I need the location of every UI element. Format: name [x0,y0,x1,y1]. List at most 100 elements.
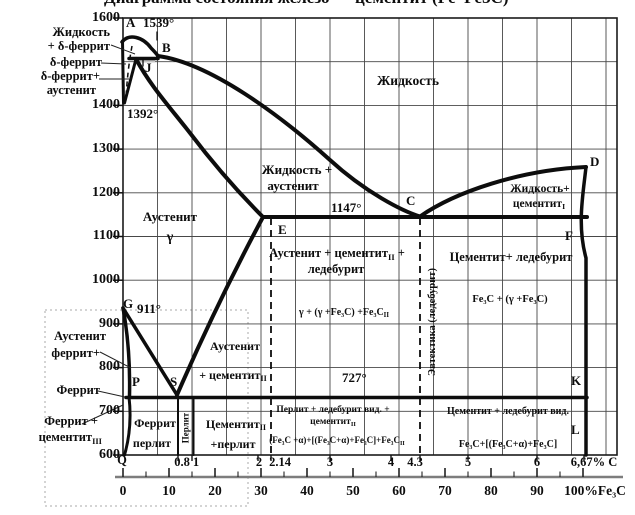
fe3c-tick-10: 10 [162,483,176,498]
line-GS [121,306,179,397]
fe3c-tick-40: 40 [300,483,314,498]
region-austenite-cementite-ledeburite-l1: Аустенит + цементитII + [269,246,405,262]
y-axis-ticks [113,17,123,456]
outside-ferrite-cementite3-l1: Феррит + [44,414,98,428]
formula-cementite-ledeburite: Fe₃C + (γ +Fe₃C) [472,294,548,305]
fe3c-tick-20: 20 [208,483,222,498]
phase-boundaries [120,31,589,457]
x-tick-2.14: 2.14 [269,455,291,469]
line-SE [175,215,265,397]
peritectic-shading [134,59,155,63]
subscript-II: II [383,312,389,320]
temp-1539: 1539° [143,15,175,30]
y-tick-700: 700 [99,403,120,418]
point-B: B [162,40,171,55]
x-tick-4.3: 4.3 [407,455,423,469]
liquidus-CD [418,165,588,219]
x-tick-6.67: 6,67% C [570,455,618,469]
formula-gamma-region: γ + (γ +Fe₃C) +Fe₃CII [299,307,389,320]
fe3c-tick-60: 60 [392,483,406,498]
outside-delta-ferrite-austenite-l2: аустенит [46,83,96,97]
fe3c-tick-90: 90 [530,483,544,498]
point-P: P [132,374,140,389]
outside-delta-ferrite: δ-феррит [49,55,102,69]
cropped-title-strip: Диаграмма состояния железо — цементит (F… [98,0,548,9]
label-pearlite-strip-vertical: Перлит [180,412,191,444]
subscript-I: I [562,202,566,212]
outside-liquid-delta-l1: Жидкость [52,25,110,39]
line-PQ [123,395,132,457]
leader-lines [81,44,136,425]
outside-austenite-ferrite-l1: Аустенит [53,329,106,343]
region-pearlite-ledeburite-l2: цементитII [310,417,356,428]
x-tick-4: 4 [387,455,395,469]
fe3c-tick-0: 0 [119,483,127,498]
region-pearlite-ledeburite-l1: Перлит + ледебурит вид. + [276,405,390,415]
label-eutectic-ledeburite-vertical: Эвтектика (ледебурит) [426,268,438,376]
region-cementite2-pearlite-l1: ЦементитII [205,417,267,433]
dashed-composition-lines [270,218,421,455]
line-GP [121,306,132,398]
point-L: L [571,422,580,437]
subscript-II: II [399,440,405,447]
temp-727: 727° [342,370,367,385]
x-tick-0.8: 0.8 [174,455,190,469]
point-K: K [571,373,582,388]
region-liquid: Жидкость [376,73,440,88]
temp-911: 911° [137,301,161,316]
subscript-II: II [260,374,267,384]
y-tick-1200: 1200 [92,185,120,200]
y-tick-1600: 1600 [92,10,120,25]
fe3c-tick-50: 50 [346,483,360,498]
dotted-frame [44,309,249,507]
outside-austenite-ferrite-l2: феррит+ [51,346,100,360]
temp-1147: 1147° [331,200,362,215]
point-A: A [126,15,136,30]
subscript-II: II [388,251,395,262]
outside-ferrite-cementite3-l2: цементитIII [38,430,102,446]
subscript-II: II [259,423,267,433]
fe3c-tick-70: 70 [438,483,452,498]
fe3c-axis [115,468,623,479]
region-cementite2-pearlite-l2: +перлит [210,437,256,451]
subscript-II: II [350,420,356,428]
point-G: G [123,296,134,311]
x-tick-3: 3 [326,455,334,469]
x-tick-Q: Q [117,453,127,467]
region-austenite-cementite2-l2: + цементитII [199,368,267,384]
fe3c-tick-30: 30 [254,483,268,498]
line-DFKL [579,165,588,457]
solidus-JE [134,57,265,219]
x-tick-1: 1 [192,455,200,469]
liquidus-AB [120,35,160,58]
y-tick-1400: 1400 [92,97,120,112]
y-tick-600: 600 [99,447,120,462]
region-cementite-ledeburite-vid-l1: Цементит + ледебурит вид. [446,406,570,417]
point-F: F [565,228,573,243]
region-austenite: Аустенит [142,209,198,224]
point-E: E [278,222,287,237]
region-liquid-austenite-l1: Жидкость + [261,162,333,177]
point-C: C [406,193,416,208]
page-title-partial: Диаграмма состояния железо — цементит (F… [104,0,509,6]
point-J: J [145,60,152,75]
x-tick-5: 5 [464,455,472,469]
solidus-AHN [121,39,125,105]
y-tick-800: 800 [99,359,120,374]
subscript-III: III [92,435,102,446]
fe3c-tick-80: 80 [484,483,498,498]
y-tick-1100: 1100 [92,228,120,243]
point-S: S [170,374,178,389]
y-tick-900: 900 [99,316,120,331]
line-JN [123,57,138,105]
grid-lines [123,18,617,455]
region-cementite-ledeburite: Цементит+ ледебурит [449,250,573,264]
region-austenite-cementite-ledeburite-l2: ледебурит [307,262,365,276]
outside-ferrite: Феррит [56,383,100,397]
outside-delta-ferrite-austenite-l1: δ-феррит+ [40,69,100,83]
region-ferrite-pearlite-l2: перлит [132,436,172,450]
outside-liquid-delta-l2: + δ-феррит [47,39,110,53]
region-austenite-gamma: γ [166,230,174,245]
